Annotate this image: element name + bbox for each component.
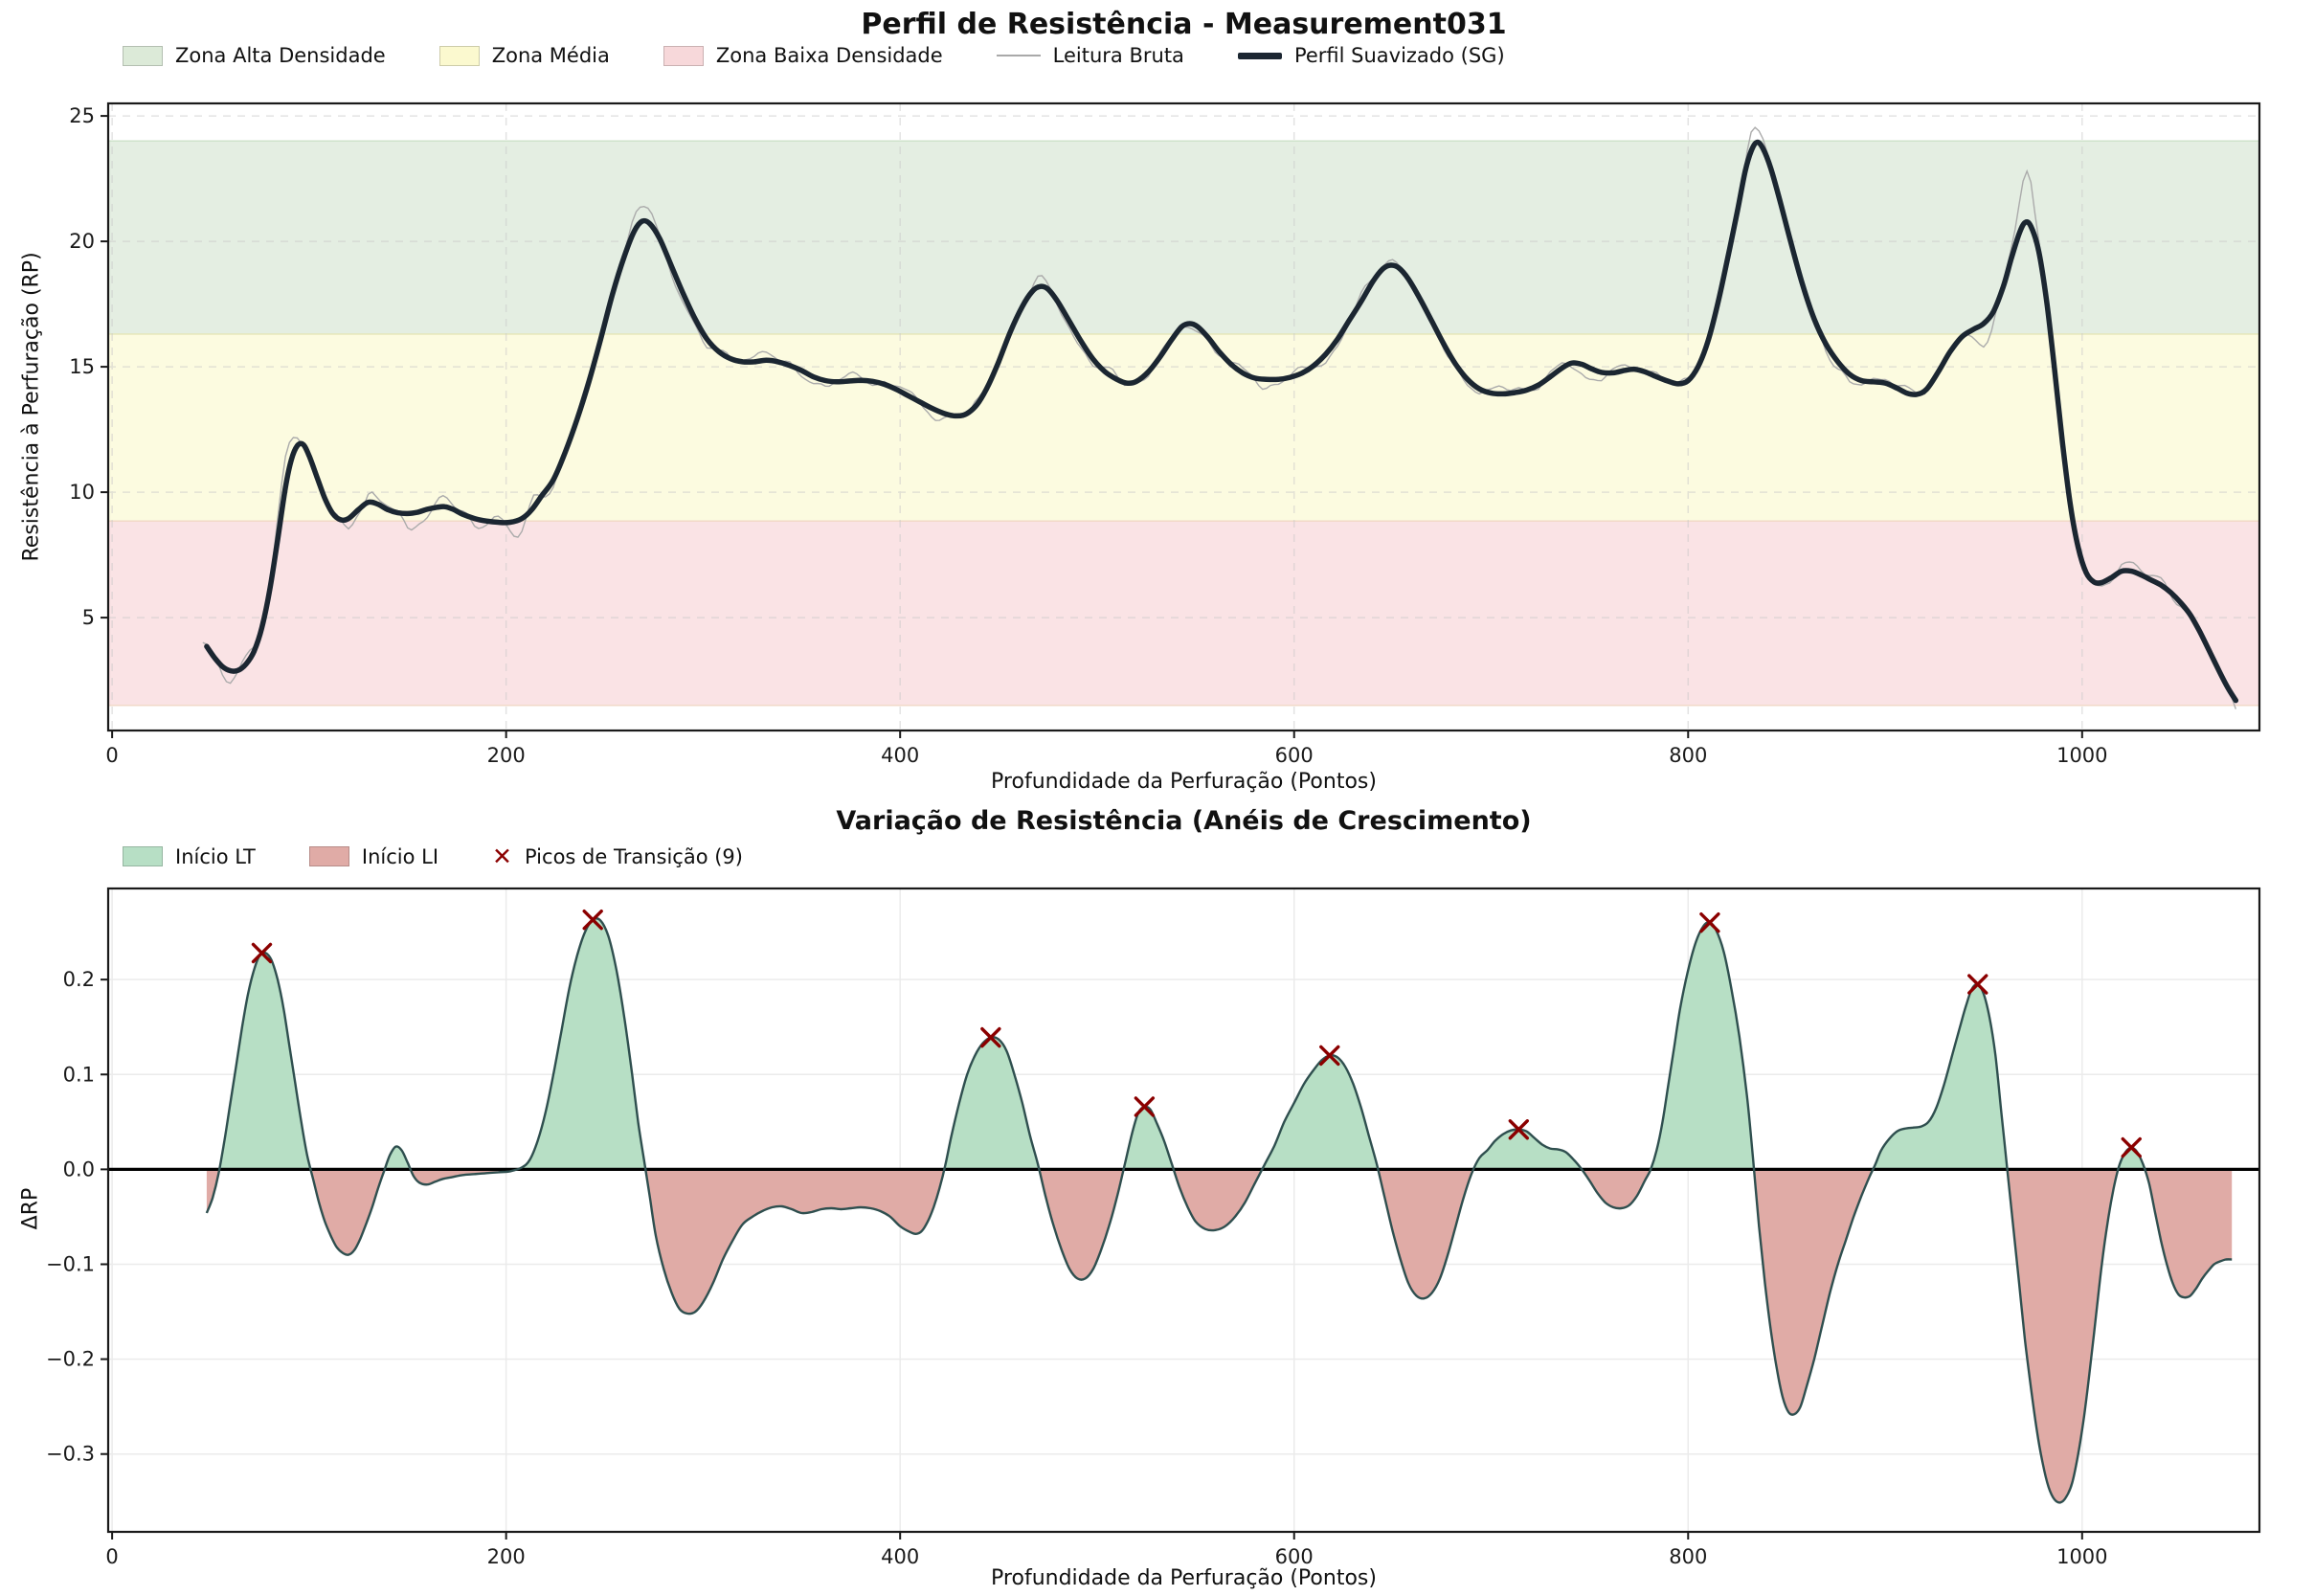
fill-inicio-lt (219, 918, 2146, 1170)
chart2-x-tick-label: 400 (881, 1545, 919, 1568)
chart2-x-tick-label: 0 (105, 1545, 118, 1568)
chart2-x-tick-label: 600 (1275, 1545, 1314, 1568)
chart1-y-tick-label: 20 (69, 230, 95, 253)
inicio-lt-swatch (123, 846, 163, 866)
chart1-grid (108, 103, 2259, 731)
zone-band-2 (108, 521, 2259, 706)
chart1-y-tick-label: 10 (69, 481, 95, 504)
legend-item-perfil-suavizado: Perfil Suavizado (SG) (1237, 44, 1505, 67)
chart2-y-tick-label: 0.2 (63, 968, 95, 991)
chart1-x-tick-label: 400 (881, 744, 919, 767)
zona-baixa-swatch (663, 45, 704, 66)
chart2-y-tick-label: −0.2 (46, 1348, 95, 1371)
legend-item-zona-alta: Zona Alta Densidade (123, 44, 386, 67)
legend-item-zona-media: Zona Média (438, 44, 610, 67)
legend-item-picos-transicao: ✕ Picos de Transição (9) (492, 844, 743, 868)
x-marker (1699, 911, 1720, 933)
chart2-y-tick-label: 0.0 (63, 1158, 95, 1180)
legend-item-zona-baixa: Zona Baixa Densidade (663, 44, 943, 67)
chart1-legend: Zona Alta Densidade Zona Média Zona Baix… (123, 44, 1505, 67)
legend-label: Leitura Bruta (1052, 44, 1184, 67)
chart1-title: Perfil de Resistência - Measurement031 (861, 8, 1507, 41)
chart2-legend: Início LT Início LI ✕ Picos de Transição… (123, 844, 743, 868)
delta-rp-line (205, 917, 2233, 1504)
perfil-suavizado-line (204, 139, 2239, 704)
chart2-y-tick-label: −0.3 (46, 1443, 95, 1466)
zone-band-0 (108, 141, 2259, 335)
x-marker (2121, 1136, 2142, 1158)
legend-item-leitura-bruta: Leitura Bruta (996, 44, 1184, 67)
legend-label: Picos de Transição (9) (524, 844, 743, 868)
chart1-xlabel: Profundidade da Perfuração (Pontos) (991, 770, 1377, 794)
chart2-x-tick-label: 200 (487, 1545, 526, 1568)
chart2-xlabel: Profundidade da Perfuração (Pontos) (991, 1566, 1377, 1590)
legend-item-inicio-li: Início LI (308, 844, 439, 868)
chart1-x-tick-label: 1000 (2056, 744, 2107, 767)
chart2-spines (106, 887, 2261, 1534)
x-marker (980, 1026, 1001, 1048)
chart1-x-tick-label: 800 (1669, 744, 1707, 767)
x-marker (1967, 974, 1988, 995)
chart2-plot: 0 200 400 600 800 1000 0.2 0.1 0.0 −0.1 −0.2 −0.3 (46, 887, 2261, 1568)
raw-line-swatch (996, 55, 1041, 56)
chart1-ylabel: Resistência à Perfuração (RP) (19, 252, 44, 562)
chart2-y-tick-label: −0.1 (46, 1252, 95, 1275)
chart2-x-tick-label: 800 (1669, 1545, 1707, 1568)
chart2-title: Variação de Resistência (Anéis de Cresci… (836, 806, 1532, 836)
chart2-y-tick-label: 0.1 (63, 1063, 95, 1086)
chart1-x-tick-label: 600 (1275, 744, 1314, 767)
chart1-plot: 0 200 400 600 800 1000 5 10 15 20 25 (69, 101, 2261, 767)
transition-peak-markers (251, 910, 2142, 1158)
x-marker-icon: ✕ (492, 843, 512, 870)
chart2-grid (108, 888, 2259, 1532)
x-marker (251, 942, 273, 964)
chart1-y-tick-label: 5 (82, 606, 95, 629)
inicio-li-swatch (308, 846, 349, 866)
chart2-ylabel: ΔRP (18, 1187, 43, 1230)
chart1-y-tick-label: 15 (69, 355, 95, 378)
x-marker (1508, 1119, 1530, 1140)
chart2-x-tick-label: 1000 (2056, 1545, 2107, 1568)
chart1-spines (106, 101, 2261, 732)
smooth-line-swatch (1237, 52, 1282, 59)
chart1-y-tick-label: 25 (69, 104, 95, 127)
zona-media-swatch (438, 45, 480, 66)
zona-alta-swatch (123, 45, 163, 66)
legend-label: Zona Alta Densidade (175, 44, 386, 67)
legend-label: Início LI (361, 844, 439, 868)
legend-label: Início LT (175, 844, 256, 868)
x-marker (582, 910, 603, 931)
legend-label: Perfil Suavizado (SG) (1293, 44, 1505, 67)
x-marker (1134, 1096, 1156, 1117)
chart2-axes: 0 200 400 600 800 1000 0.2 0.1 0.0 −0.1 −0.2 −0.3 (46, 968, 2108, 1568)
legend-item-inicio-lt: Início LT (123, 845, 256, 868)
chart1-x-tick-label: 0 (105, 744, 118, 767)
legend-label: Zona Média (491, 44, 610, 67)
zone-band-1 (108, 334, 2259, 522)
x-marker (1319, 1045, 1340, 1067)
legend-label: Zona Baixa Densidade (715, 44, 943, 67)
fill-inicio-li (206, 1169, 2233, 1503)
chart1-axes: 0 200 400 600 800 1000 5 10 15 20 25 (69, 104, 2107, 767)
chart1-x-tick-label: 200 (487, 744, 526, 767)
